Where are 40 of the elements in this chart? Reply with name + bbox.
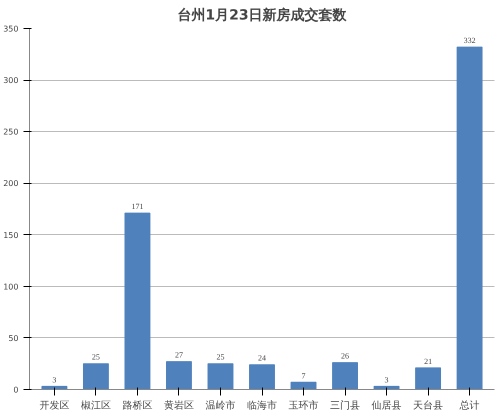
x-tick-label: 总计 bbox=[458, 400, 480, 412]
y-tick-label: 200 bbox=[3, 179, 19, 188]
data-label: 26 bbox=[341, 352, 350, 361]
bar bbox=[124, 212, 150, 390]
y-tick-label: 50 bbox=[8, 334, 19, 343]
data-label: 24 bbox=[258, 354, 266, 363]
x-tick-label: 黄岩区 bbox=[164, 400, 194, 412]
data-label: 171 bbox=[131, 202, 144, 212]
y-tick-label: 150 bbox=[3, 230, 19, 240]
data-label: 7 bbox=[302, 371, 306, 380]
y-tick-label: 0 bbox=[13, 386, 19, 394]
data-label: 25 bbox=[92, 352, 100, 362]
bar bbox=[166, 361, 192, 390]
bar bbox=[456, 46, 483, 390]
data-label: 21 bbox=[424, 356, 432, 366]
chart-title: 台州1月23日新房成交套数 bbox=[177, 6, 348, 24]
bar bbox=[415, 367, 442, 390]
y-tick-label: 300 bbox=[3, 76, 19, 86]
bar bbox=[332, 362, 358, 390]
y-tick-label: 100 bbox=[3, 282, 19, 292]
x-tick-label: 温岭市 bbox=[205, 400, 236, 412]
y-tick-label: 350 bbox=[3, 24, 19, 34]
x-tick-label: 临海市 bbox=[247, 400, 277, 412]
x-tick-label: 椒江区 bbox=[80, 400, 111, 412]
data-label: 332 bbox=[464, 36, 476, 46]
x-tick-label: 玉环市 bbox=[288, 400, 319, 412]
x-tick-label: 三门县 bbox=[330, 400, 360, 412]
x-tick-label: 路桥区 bbox=[122, 400, 152, 412]
data-label: 25 bbox=[216, 352, 224, 362]
x-tick-label: 仙居县 bbox=[372, 400, 402, 412]
bar bbox=[208, 363, 234, 390]
data-label: 3 bbox=[52, 375, 56, 384]
data-label: 3 bbox=[384, 375, 389, 384]
bar bbox=[290, 382, 316, 390]
y-tick-label: 250 bbox=[3, 128, 19, 137]
bar bbox=[249, 364, 275, 390]
x-tick-label: 开发区 bbox=[39, 400, 70, 412]
x-tick-label: 天台县 bbox=[413, 400, 444, 412]
data-label: 27 bbox=[174, 350, 183, 360]
bar bbox=[82, 363, 109, 390]
